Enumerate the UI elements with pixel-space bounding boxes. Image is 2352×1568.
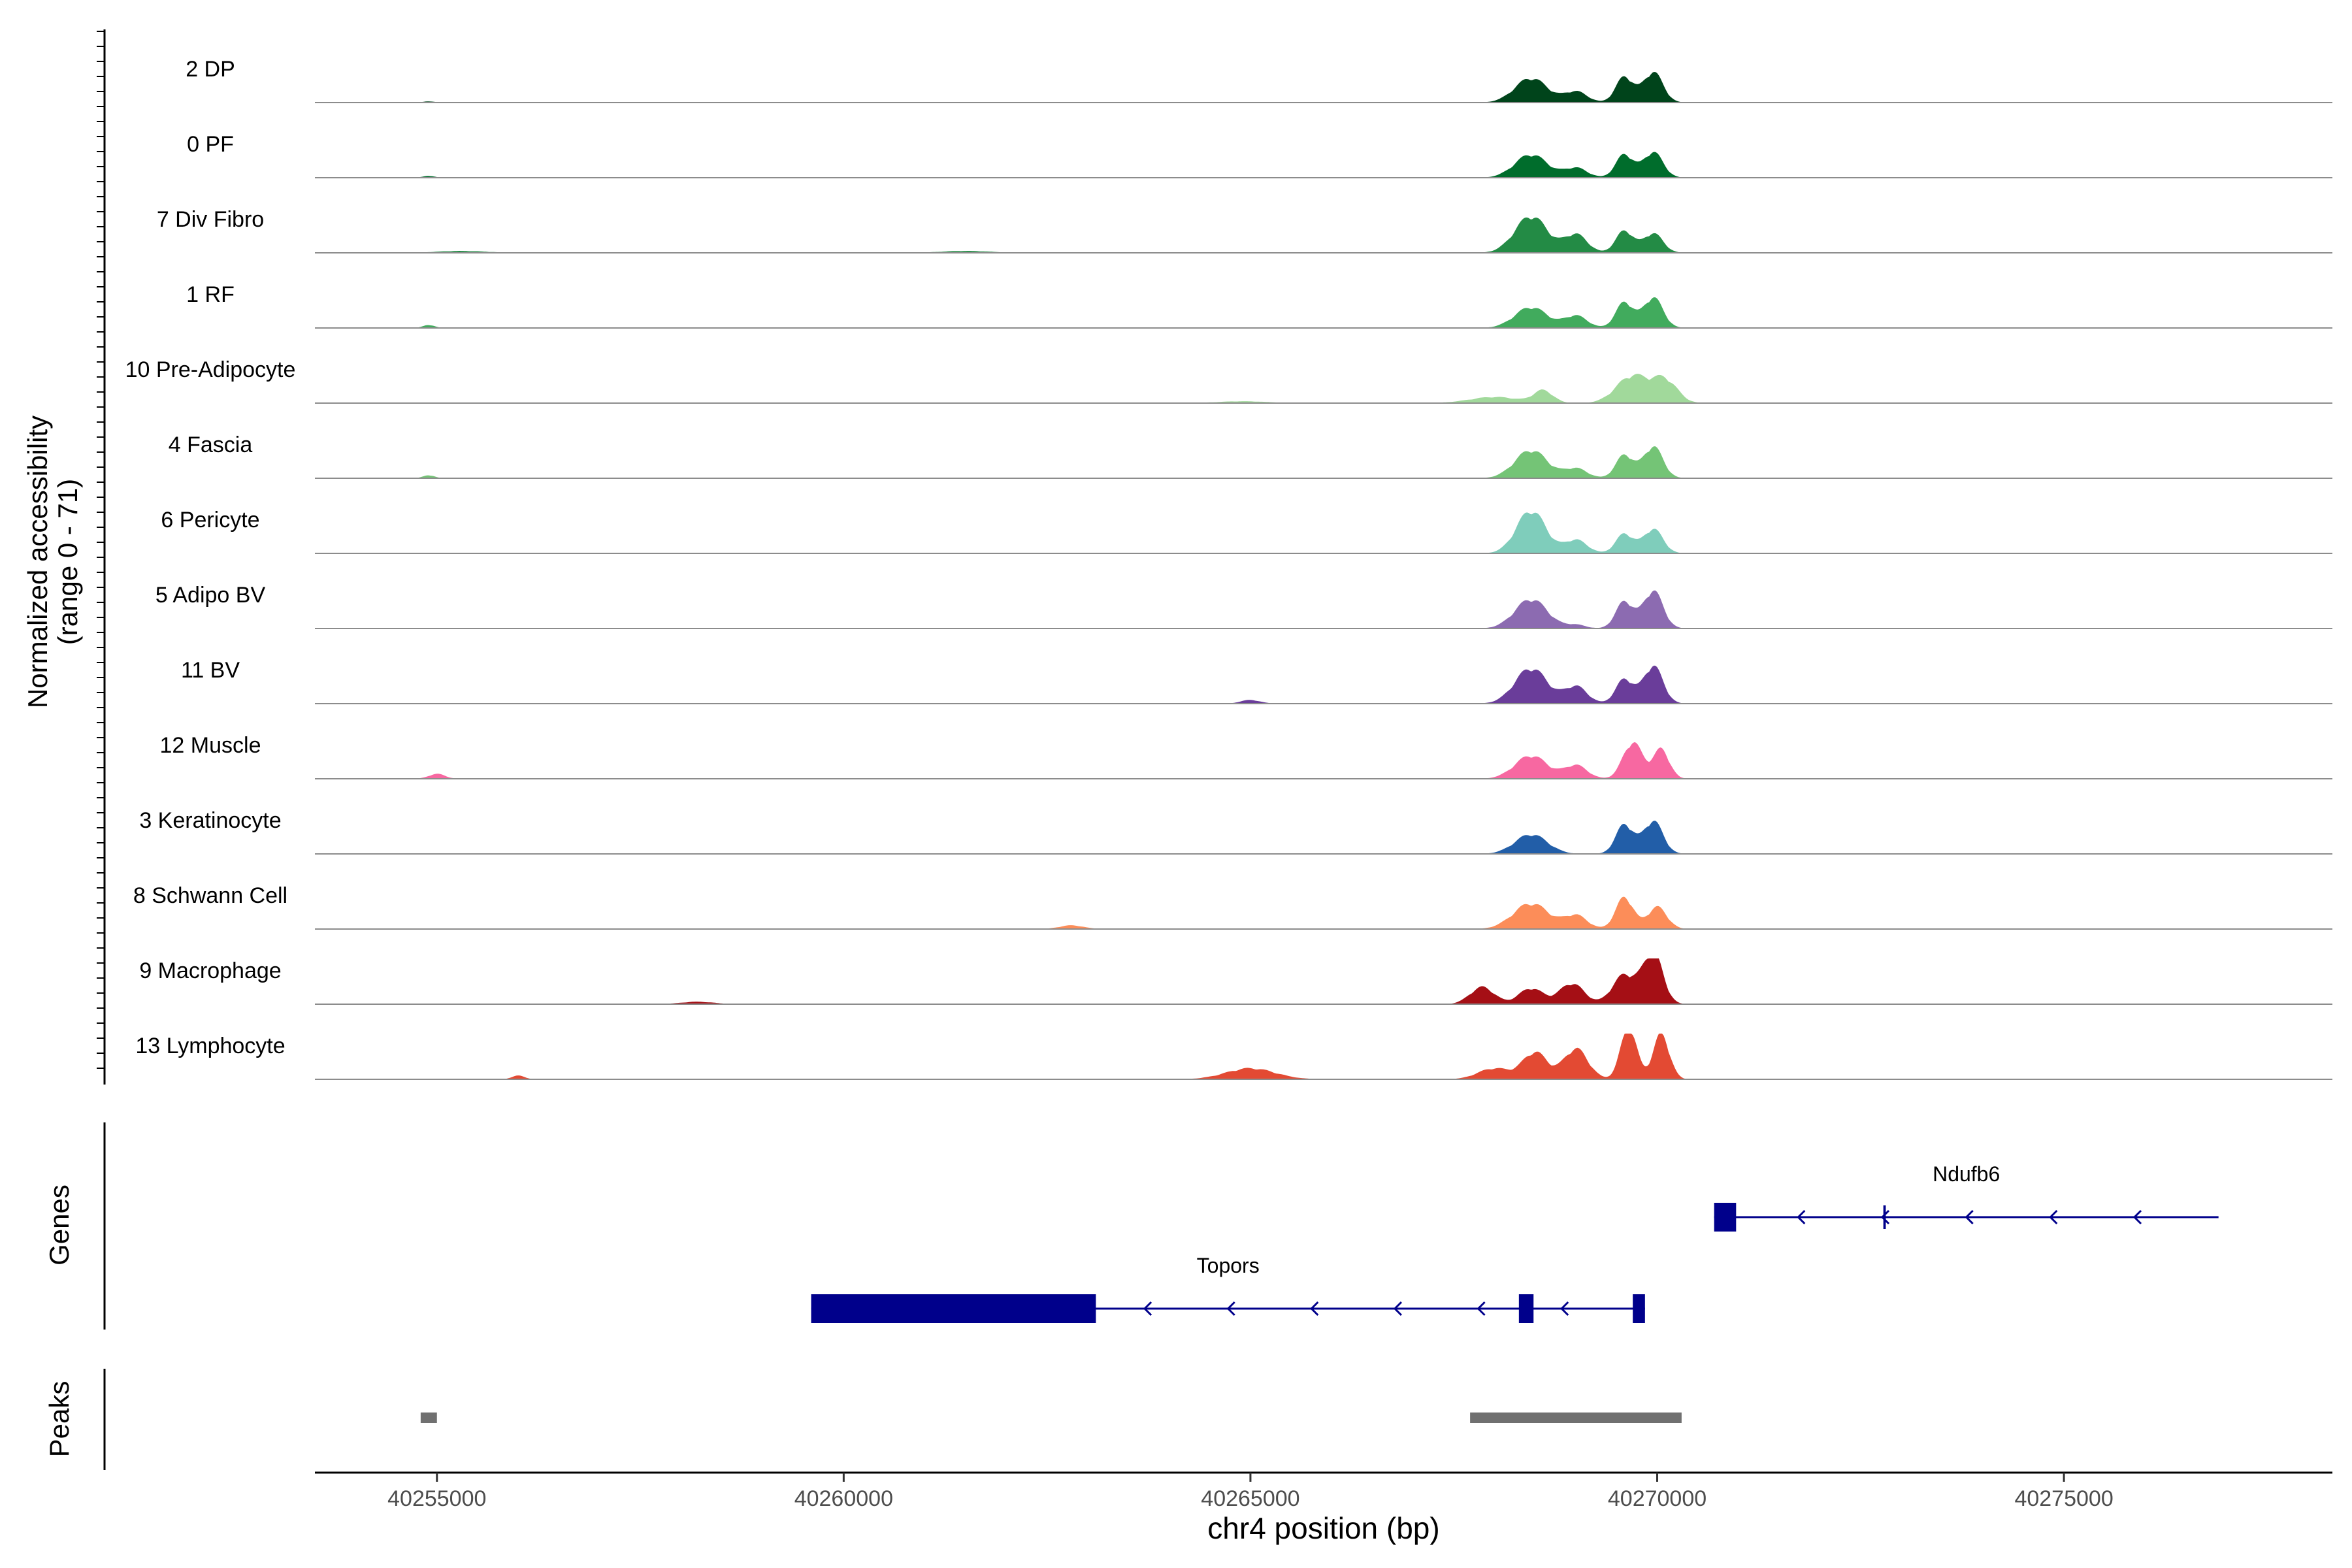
track-label: 10 Pre-Adipocyte	[125, 357, 296, 382]
peaks-panel	[420, 1413, 1682, 1423]
coverage-track: 3 Keratinocyte	[139, 808, 2332, 855]
track-label: 13 Lymphocyte	[135, 1034, 285, 1058]
track-label: 9 Macrophage	[139, 958, 281, 983]
coverage-track: 11 BV	[181, 658, 2332, 704]
coverage-track: 5 Adipo BV	[155, 583, 2332, 629]
coverage-track: 7 Div Fibro	[157, 207, 2332, 253]
x-axis-ticks: 40255000 40260000 40265000 40270000 40275000	[387, 1473, 2114, 1511]
strand-arrow	[2049, 1209, 2058, 1225]
peak-region	[1470, 1413, 1682, 1423]
x-axis-tick-label: 40255000	[387, 1486, 486, 1511]
track-label: 1 RF	[186, 282, 235, 307]
track-label: 12 Muscle	[160, 733, 261, 758]
coverage-track: 10 Pre-Adipocyte	[125, 357, 2332, 404]
x-axis-label: chr4 position (bp)	[1207, 1511, 1439, 1545]
coverage-track: 13 Lymphocyte	[135, 1034, 2332, 1080]
x-axis-tick-label: 40275000	[2014, 1486, 2113, 1511]
strand-arrow	[1310, 1301, 1319, 1316]
strand-arrow	[1393, 1301, 1403, 1316]
track-label: 2 DP	[186, 57, 235, 82]
strand-arrow	[1880, 1209, 1890, 1225]
coverage-track: 1 RF	[186, 282, 2332, 329]
strand-arrow	[1477, 1301, 1486, 1316]
coverage-y-axis-ticks	[97, 31, 105, 1069]
genes-panel-label: Genes	[44, 1184, 74, 1266]
track-label: 6 Pericyte	[161, 508, 259, 532]
strand-arrow	[1965, 1209, 1974, 1225]
gene-model: Topors	[811, 1254, 1645, 1323]
gene-exon	[1883, 1205, 1886, 1229]
track-label: 8 Schwann Cell	[133, 883, 287, 908]
track-label: 11 BV	[181, 658, 240, 683]
peaks-panel-label: Peaks	[44, 1381, 74, 1458]
x-axis-tick-label: 40265000	[1201, 1486, 1299, 1511]
gene-exon	[1714, 1203, 1737, 1232]
track-label: 7 Div Fibro	[157, 207, 264, 232]
y-axis-label-line2: (range 0 - 71)	[52, 479, 83, 645]
gene-exon	[811, 1294, 1096, 1323]
strand-arrow	[2132, 1209, 2142, 1225]
genes-panel: Ndufb6 Topors	[811, 1162, 2219, 1323]
strand-arrow	[1226, 1301, 1235, 1316]
track-label: 0 PF	[187, 132, 234, 157]
gene-exon	[1633, 1294, 1645, 1323]
y-axis-label-line1: Normalized accessibility	[22, 416, 53, 708]
track-label: 4 Fascia	[169, 433, 253, 457]
peak-region	[420, 1413, 437, 1423]
gene-exon	[1518, 1294, 1534, 1323]
track-label: 5 Adipo BV	[155, 583, 266, 608]
strand-arrow	[1560, 1301, 1569, 1316]
gene-model: Ndufb6	[1714, 1162, 2219, 1232]
coverage-track: 12 Muscle	[160, 733, 2332, 779]
coverage-track: 6 Pericyte	[161, 508, 2332, 554]
coverage-track: 8 Schwann Cell	[133, 883, 2332, 930]
strand-arrow	[1797, 1209, 1806, 1225]
coverage-track: 9 Macrophage	[139, 958, 2332, 1005]
x-axis-tick-label: 40260000	[794, 1486, 893, 1511]
coverage-tracks: 2 DP 0 PF 7 Div Fibro 1 RF 10 Pre-Adipocyte 4…	[125, 57, 2332, 1080]
strand-arrow	[1143, 1301, 1152, 1316]
gene-name-label: Topors	[1197, 1254, 1260, 1277]
x-axis-tick-label: 40270000	[1608, 1486, 1707, 1511]
track-label: 3 Keratinocyte	[139, 808, 281, 833]
coverage-track: 4 Fascia	[169, 433, 2332, 479]
gene-name-label: Ndufb6	[1933, 1162, 2000, 1186]
coverage-track: 0 PF	[187, 132, 2332, 178]
coverage-track: 2 DP	[186, 57, 2332, 103]
